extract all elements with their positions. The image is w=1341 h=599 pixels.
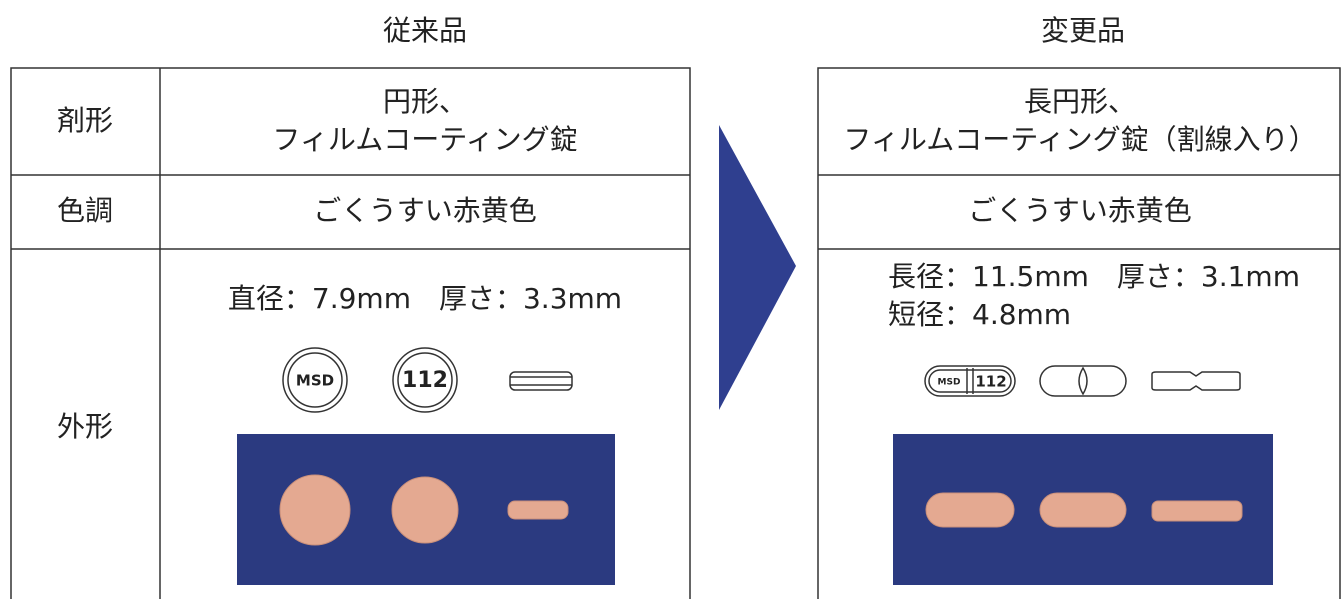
old-title: 従来品 bbox=[383, 14, 467, 47]
imprint: 112 bbox=[402, 368, 448, 393]
score-line bbox=[1078, 366, 1088, 396]
tablet-outline bbox=[287, 352, 343, 408]
tablet-photo bbox=[391, 476, 459, 544]
new-photo bbox=[893, 434, 1273, 585]
tablet-photo bbox=[925, 492, 1015, 528]
cell-text: フィルムコーティング錠（割線入り） bbox=[843, 123, 1316, 156]
tablet-photo bbox=[507, 500, 569, 520]
cell-text: 長径：11.5mm 厚さ：3.1mm bbox=[888, 260, 1300, 293]
row-label: 剤形 bbox=[57, 104, 113, 137]
arrow bbox=[719, 125, 796, 410]
new-table bbox=[817, 67, 1341, 599]
tablet-side bbox=[509, 371, 573, 391]
tablet-outline bbox=[397, 352, 453, 408]
cell-text: 短径：4.8mm bbox=[888, 298, 1071, 331]
old-photo bbox=[237, 434, 615, 585]
cell-text: ごくうすい赤黄色 bbox=[313, 194, 536, 227]
imprint: 112 bbox=[975, 373, 1006, 391]
tablet-photo bbox=[1039, 492, 1127, 528]
row-label: 色調 bbox=[57, 194, 113, 227]
cell-text: 直径：7.9mm 厚さ：3.3mm bbox=[228, 282, 622, 315]
cell-text: 円形、 bbox=[383, 85, 467, 118]
cell-text: フィルムコーティング錠 bbox=[272, 123, 577, 156]
new-drawing bbox=[924, 365, 1241, 397]
old-drawing bbox=[282, 347, 573, 413]
new-title: 変更品 bbox=[1041, 14, 1125, 47]
tablet-outline bbox=[928, 369, 1012, 393]
table-border bbox=[10, 67, 691, 599]
imprint: MSD bbox=[938, 378, 961, 388]
tablet-photo bbox=[279, 474, 351, 546]
tablet-photo bbox=[1151, 500, 1243, 522]
cell-text: 長円形、 bbox=[1024, 85, 1136, 118]
table-border bbox=[817, 67, 1341, 599]
imprint: MSD bbox=[296, 372, 334, 390]
old-table bbox=[10, 67, 691, 599]
tablet-side bbox=[1151, 371, 1241, 391]
row-label: 外形 bbox=[57, 410, 113, 443]
cell-text: ごくうすい赤黄色 bbox=[968, 194, 1191, 227]
